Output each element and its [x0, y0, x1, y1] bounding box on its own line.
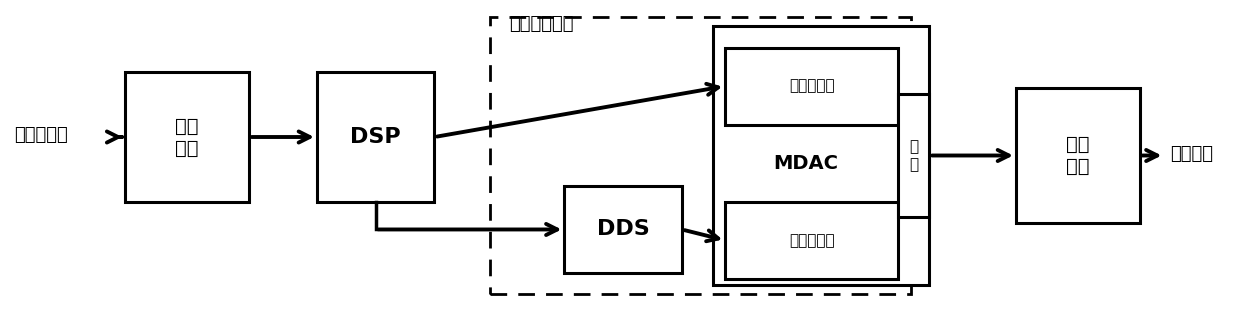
Text: 模拟输入端: 模拟输入端	[789, 233, 835, 248]
Bar	[898, 94, 929, 217]
Text: 调理
放大: 调理 放大	[175, 117, 198, 157]
Bar	[713, 26, 929, 285]
Bar	[317, 72, 434, 202]
Text: 数字驱动电路: 数字驱动电路	[508, 15, 573, 33]
Text: 传感器信号: 传感器信号	[14, 127, 67, 145]
Text: 驱动信号: 驱动信号	[1171, 145, 1214, 163]
Bar	[1016, 88, 1140, 223]
Text: 输
出: 输 出	[909, 139, 919, 172]
Text: DDS: DDS	[596, 220, 650, 239]
Bar	[725, 202, 898, 279]
Bar	[490, 17, 910, 294]
Bar	[564, 186, 682, 273]
Text: MDAC: MDAC	[773, 154, 838, 173]
Text: DSP: DSP	[351, 127, 401, 147]
Bar	[725, 48, 898, 125]
Bar	[125, 72, 249, 202]
Text: 数字输入端: 数字输入端	[789, 79, 835, 94]
Text: 功率
放大: 功率 放大	[1066, 135, 1090, 176]
